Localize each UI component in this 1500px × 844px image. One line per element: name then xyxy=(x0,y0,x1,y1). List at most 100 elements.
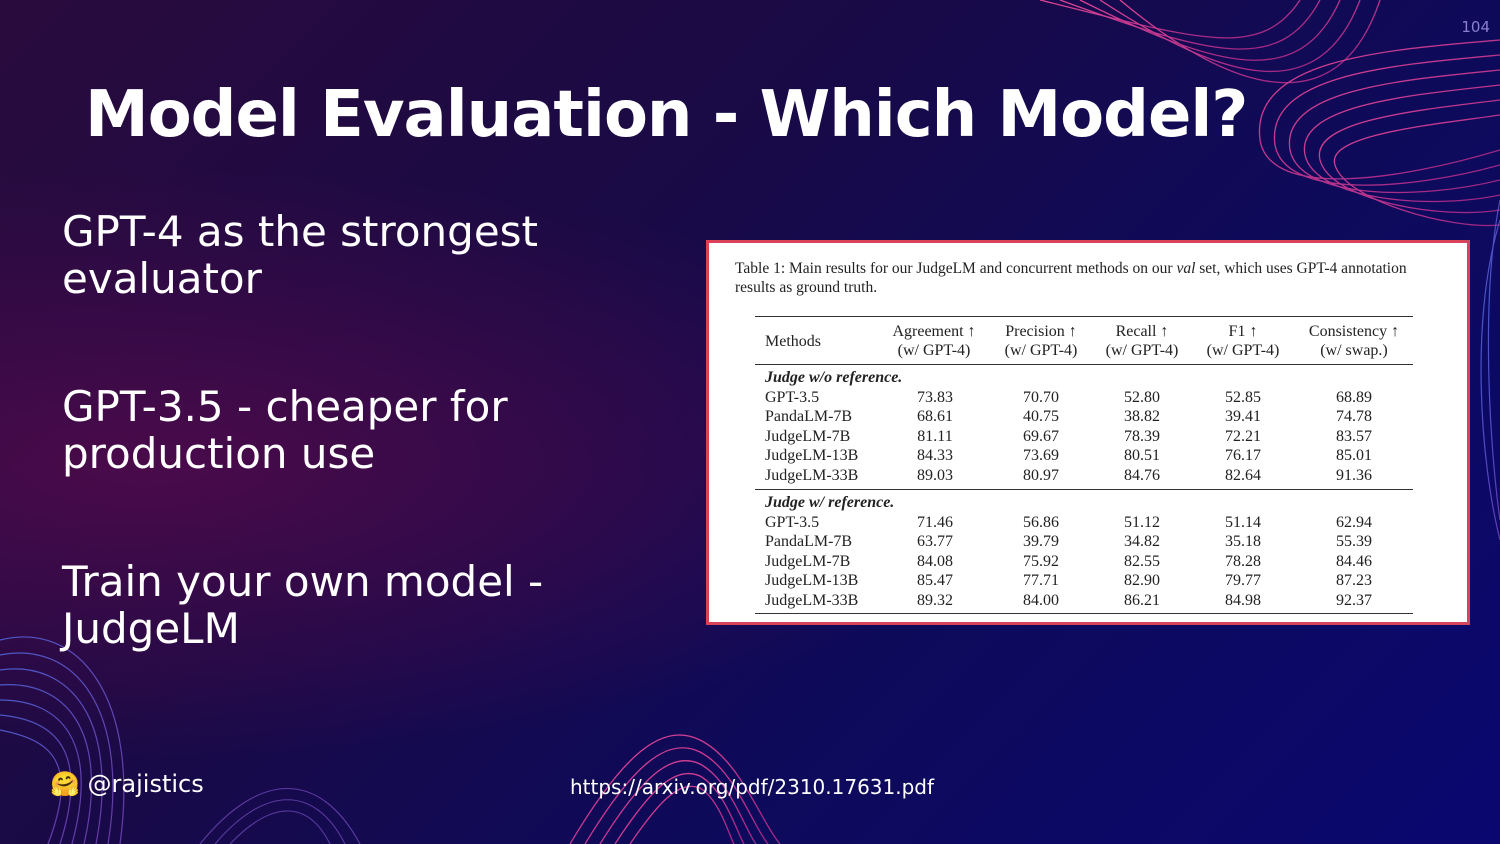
value-cell: 55.39 xyxy=(1336,533,1372,551)
section-label-without-reference: Judge w/o reference. xyxy=(765,369,903,386)
value-cell: 80.97 xyxy=(1023,466,1059,484)
method-cell: JudgeLM-7B xyxy=(765,552,851,570)
value-cell: 39.79 xyxy=(1023,533,1059,551)
header-precision-line1: Precision ↑ xyxy=(1005,323,1077,340)
method-cell: PandaLM-7B xyxy=(765,408,853,426)
header-consistency-line2: (w/ swap.) xyxy=(1320,342,1388,359)
value-cell: 83.57 xyxy=(1336,427,1372,445)
header-agreement-line2: (w/ GPT-4) xyxy=(897,342,971,359)
header-consistency-line1: Consistency ↑ xyxy=(1308,323,1400,340)
handle-text: @rajistics xyxy=(87,770,204,798)
header-f1-line1: F1 ↑ xyxy=(1228,323,1258,340)
caption-italic: val xyxy=(1176,260,1196,277)
table-rule-bottom xyxy=(755,613,1413,614)
header-precision: Precision ↑ (w/ GPT-4) xyxy=(991,322,1091,360)
method-cell: JudgeLM-33B xyxy=(765,466,859,484)
value-cell: 82.90 xyxy=(1124,572,1160,590)
value-cell: 84.46 xyxy=(1336,552,1372,570)
value-cell: 89.03 xyxy=(917,466,953,484)
value-cell: 78.28 xyxy=(1225,552,1261,570)
value-cell: 81.11 xyxy=(917,427,953,445)
value-cell: 86.21 xyxy=(1124,591,1160,609)
value-cell: 52.80 xyxy=(1124,389,1160,406)
slide-number: 104 xyxy=(1461,18,1490,36)
value-cell: 84.98 xyxy=(1225,591,1261,609)
value-cell: 92.37 xyxy=(1336,591,1372,609)
section-label-with-reference: Judge w/ reference. xyxy=(765,494,895,511)
source-link[interactable]: https://arxiv.org/pdf/2310.17631.pdf xyxy=(570,775,935,799)
bullet-gpt4: GPT-4 as the strongest evaluator xyxy=(62,207,539,303)
value-cell: 72.21 xyxy=(1225,427,1261,445)
caption-suffix: set, which uses GPT-4 annotation results… xyxy=(735,260,1407,296)
value-cell: 82.55 xyxy=(1124,552,1160,570)
value-cell: 63.77 xyxy=(917,533,953,551)
table-rule-top xyxy=(755,316,1413,317)
table-row: JudgeLM-7B 84.08 75.92 82.55 78.28 84.46 xyxy=(709,553,1469,572)
value-cell: 38.82 xyxy=(1124,408,1160,426)
value-cell: 68.61 xyxy=(917,408,953,426)
value-cell: 78.39 xyxy=(1124,427,1160,445)
value-cell: 75.92 xyxy=(1023,552,1059,570)
method-cell: GPT-3.5 xyxy=(765,389,820,406)
table-row: PandaLM-7B 68.61 40.75 38.82 39.41 74.78 xyxy=(709,408,1469,427)
header-f1-line2: (w/ GPT-4) xyxy=(1206,342,1280,359)
header-consistency: Consistency ↑ (w/ swap.) xyxy=(1294,322,1414,360)
value-cell: 34.82 xyxy=(1124,533,1160,551)
value-cell: 71.46 xyxy=(917,514,953,531)
value-cell: 40.75 xyxy=(1023,408,1059,426)
value-cell: 80.51 xyxy=(1124,447,1160,465)
table-row: JudgeLM-33B 89.32 84.00 86.21 84.98 92.37 xyxy=(709,592,1469,611)
method-cell: JudgeLM-13B xyxy=(765,572,859,590)
table-row: JudgeLM-7B 81.11 69.67 78.39 72.21 83.57 xyxy=(709,428,1469,447)
value-cell: 35.18 xyxy=(1225,533,1261,551)
table-caption: Table 1: Main results for our JudgeLM an… xyxy=(735,259,1450,297)
footer-handle: 🤗 @rajistics xyxy=(50,770,204,798)
value-cell: 79.77 xyxy=(1225,572,1261,590)
value-cell: 84.00 xyxy=(1023,591,1059,609)
value-cell: 84.33 xyxy=(917,447,953,465)
value-cell: 91.36 xyxy=(1336,466,1372,484)
value-cell: 52.85 xyxy=(1225,389,1261,406)
header-precision-line2: (w/ GPT-4) xyxy=(1004,342,1078,359)
table-rule-header xyxy=(755,364,1413,365)
table-row: JudgeLM-33B 89.03 80.97 84.76 82.64 91.36 xyxy=(709,467,1469,486)
hugging-face-icon: 🤗 xyxy=(50,770,80,798)
table-rule-middle xyxy=(755,489,1413,490)
header-agreement-line1: Agreement ↑ xyxy=(892,323,976,340)
header-agreement: Agreement ↑ (w/ GPT-4) xyxy=(879,322,989,360)
value-cell: 85.01 xyxy=(1336,447,1372,465)
method-cell: JudgeLM-7B xyxy=(765,427,851,445)
value-cell: 51.12 xyxy=(1124,514,1160,531)
method-cell: GPT-3.5 xyxy=(765,514,820,531)
header-f1: F1 ↑ (w/ GPT-4) xyxy=(1193,322,1293,360)
value-cell: 82.64 xyxy=(1225,466,1261,484)
header-methods: Methods xyxy=(765,333,821,350)
value-cell: 85.47 xyxy=(917,572,953,590)
value-cell: 89.32 xyxy=(917,591,953,609)
bullet-gpt35: GPT-3.5 - cheaper for production use xyxy=(62,382,508,478)
header-recall: Recall ↑ (w/ GPT-4) xyxy=(1092,322,1192,360)
table-row: GPT-3.5 73.83 70.70 52.80 52.85 68.89 xyxy=(709,389,1469,408)
table-row: GPT-3.5 71.46 56.86 51.12 51.14 62.94 xyxy=(709,514,1469,533)
table-row: PandaLM-7B 63.77 39.79 34.82 35.18 55.39 xyxy=(709,533,1469,552)
value-cell: 73.83 xyxy=(917,389,953,406)
value-cell: 51.14 xyxy=(1225,514,1261,531)
caption-prefix: Table 1: Main results for our JudgeLM an… xyxy=(735,260,1173,277)
header-recall-line1: Recall ↑ xyxy=(1115,323,1169,340)
table-row: JudgeLM-13B 85.47 77.71 82.90 79.77 87.23 xyxy=(709,572,1469,591)
slide-title: Model Evaluation - Which Model? xyxy=(85,78,1248,152)
value-cell: 74.78 xyxy=(1336,408,1372,426)
value-cell: 56.86 xyxy=(1023,514,1059,531)
value-cell: 77.71 xyxy=(1023,572,1059,590)
method-cell: PandaLM-7B xyxy=(765,533,853,551)
value-cell: 84.08 xyxy=(917,552,953,570)
value-cell: 84.76 xyxy=(1124,466,1160,484)
method-cell: JudgeLM-33B xyxy=(765,591,859,609)
value-cell: 70.70 xyxy=(1023,389,1059,406)
method-cell: JudgeLM-13B xyxy=(765,447,859,465)
value-cell: 87.23 xyxy=(1336,572,1372,590)
bullet-judgelm: Train your own model - JudgeLM xyxy=(62,557,544,653)
value-cell: 76.17 xyxy=(1225,447,1261,465)
value-cell: 73.69 xyxy=(1023,447,1059,465)
value-cell: 39.41 xyxy=(1225,408,1261,426)
